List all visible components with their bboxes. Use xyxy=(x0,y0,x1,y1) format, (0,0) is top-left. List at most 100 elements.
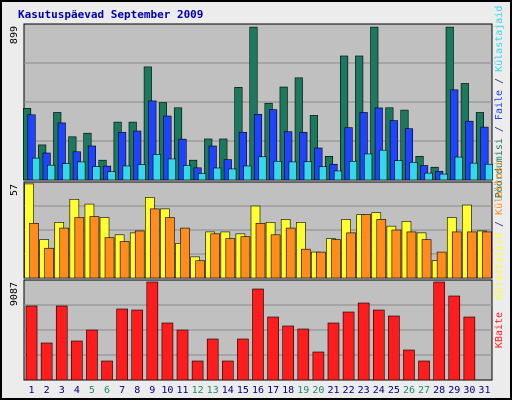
bar-middle-külastusi-day-6 xyxy=(104,237,115,279)
panel-bottom-ytick-label: 9087 xyxy=(9,282,20,306)
bar-middle-külastusi-day-31 xyxy=(482,231,492,279)
bar-middle-külastusi-day-3 xyxy=(59,227,70,279)
bar-top-külastajaid-day-20 xyxy=(318,166,327,181)
x-tick-label-day-3: 3 xyxy=(59,385,65,396)
bar-top-külastajaid-day-30 xyxy=(469,162,478,181)
x-tick-label-day-19: 19 xyxy=(297,385,309,396)
bar-top-külastajaid-day-15 xyxy=(243,165,252,181)
bar-middle-külastusi-day-26 xyxy=(406,231,417,279)
bar-top-faile-day-17 xyxy=(269,109,278,181)
bar-middle-külastusi-day-2 xyxy=(44,247,54,279)
x-tick-label-day-15: 15 xyxy=(237,385,249,396)
legend-item: KBaite xyxy=(494,312,505,348)
bar-top-faile-day-30 xyxy=(465,120,474,181)
x-tick-label-day-20: 20 xyxy=(312,385,324,396)
bar-top-faile-day-22 xyxy=(344,127,353,181)
bar-top-faile-day-18 xyxy=(284,131,293,181)
bar-middle-külastusi-day-10 xyxy=(165,217,175,279)
legend-item: Külastajaid xyxy=(494,233,505,299)
bar-top-külastajaid-day-16 xyxy=(258,156,267,181)
x-tick-label-day-27: 27 xyxy=(418,385,430,396)
bar-middle-külastusi-day-13 xyxy=(210,233,221,279)
bar-bottom-kbaite-day-24 xyxy=(372,309,385,381)
x-tick-label-day-2: 2 xyxy=(44,385,50,396)
bar-bottom-kbaite-day-15 xyxy=(237,338,249,381)
bar-top-külastajaid-day-19 xyxy=(303,161,312,181)
bar-top-külastajaid-day-9 xyxy=(152,154,161,181)
x-tick-label-day-12: 12 xyxy=(192,385,204,396)
panel-top-legend: Pöördumisi / Faile / Külastajaid xyxy=(494,6,505,199)
x-tick-label-day-22: 22 xyxy=(343,385,355,396)
x-tick-label-day-16: 16 xyxy=(252,385,264,396)
x-tick-label-day-24: 24 xyxy=(373,385,385,396)
bar-top-külastajaid-day-24 xyxy=(379,149,388,181)
x-tick-label-day-26: 26 xyxy=(403,385,415,396)
bar-top-faile-day-13 xyxy=(208,145,217,181)
bar-top-faile-day-19 xyxy=(299,131,308,181)
bar-bottom-kbaite-day-16 xyxy=(252,288,264,381)
chart-title: Kasutuspäevad September 2009 xyxy=(18,8,203,21)
bar-middle-külastusi-day-9 xyxy=(150,208,160,279)
bar-bottom-kbaite-day-8 xyxy=(131,309,144,381)
bar-top-faile-day-8 xyxy=(133,130,142,181)
x-tick-label-day-1: 1 xyxy=(29,385,35,396)
bar-bottom-kbaite-day-22 xyxy=(342,311,355,381)
bar-bottom-kbaite-day-10 xyxy=(161,322,174,381)
bar-top-pöördumisi-day-19 xyxy=(294,77,303,181)
bar-top-faile-day-16 xyxy=(253,114,263,181)
legend-item: / xyxy=(494,215,505,233)
bar-bottom-kbaite-day-25 xyxy=(388,315,400,381)
legend-item: Külastusi xyxy=(494,161,505,215)
bar-middle-külastusi-day-16 xyxy=(255,222,266,279)
bar-top-pöördumisi-day-20 xyxy=(309,115,318,181)
bar-top-pöördumisi-day-24 xyxy=(370,26,379,181)
x-tick-label-day-11: 11 xyxy=(176,385,188,396)
bar-bottom-kbaite-day-14 xyxy=(222,360,234,381)
legend-item: / xyxy=(494,72,505,90)
bar-bottom-kbaite-day-9 xyxy=(146,281,159,381)
bar-middle-külastusi-day-28 xyxy=(436,251,447,279)
bar-top-külastajaid-day-5 xyxy=(92,166,101,181)
bar-top-külastajaid-day-8 xyxy=(137,164,146,181)
bar-middle-külastusi-day-20 xyxy=(316,251,326,279)
bar-bottom-kbaite-day-17 xyxy=(267,316,279,381)
bar-top-külastajaid-day-27 xyxy=(424,172,433,181)
x-tick-label-day-29: 29 xyxy=(448,385,460,396)
bar-top-külastajaid-day-26 xyxy=(409,162,418,181)
bar-bottom-kbaite-day-27 xyxy=(418,360,430,381)
bar-top-faile-day-20 xyxy=(314,147,323,181)
bar-bottom-kbaite-day-3 xyxy=(55,305,68,381)
bar-bottom-kbaite-day-4 xyxy=(71,340,83,381)
bar-top-pöördumisi-day-22 xyxy=(340,55,349,181)
bar-top-külastajaid-day-11 xyxy=(182,165,192,181)
bar-bottom-kbaite-day-7 xyxy=(116,308,128,381)
bar-top-faile-day-11 xyxy=(178,138,187,181)
x-tick-label-day-23: 23 xyxy=(358,385,370,396)
bar-top-külastajaid-day-7 xyxy=(122,165,131,181)
bar-bottom-kbaite-day-23 xyxy=(357,302,370,381)
bar-bottom-kbaite-day-1 xyxy=(25,305,38,381)
bar-middle-külastusi-day-8 xyxy=(134,230,145,279)
bar-bottom-kbaite-day-26 xyxy=(403,349,415,381)
bar-bottom-kbaite-day-21 xyxy=(327,322,340,381)
bar-middle-külastusi-day-15 xyxy=(240,236,251,279)
bar-bottom-kbaite-day-30 xyxy=(463,316,476,381)
x-tick-label-day-28: 28 xyxy=(433,385,445,396)
bar-top-faile-day-23 xyxy=(359,112,368,181)
bar-bottom-kbaite-day-29 xyxy=(448,295,461,381)
bar-bottom-kbaite-day-2 xyxy=(40,342,53,381)
bar-middle-külastusi-day-14 xyxy=(225,238,236,279)
bar-top-faile-day-25 xyxy=(389,120,398,181)
bar-top-külastajaid-day-4 xyxy=(77,161,86,181)
bar-middle-külastusi-day-23 xyxy=(361,214,371,279)
bar-top-külastajaid-day-22 xyxy=(349,160,358,181)
bar-middle-külastusi-day-12 xyxy=(195,260,205,279)
x-tick-label-day-30: 30 xyxy=(463,385,475,396)
legend-item: Pöördumisi xyxy=(494,138,505,198)
bar-bottom-kbaite-day-5 xyxy=(86,329,98,381)
bar-middle-külastusi-day-7 xyxy=(119,241,130,279)
panel-middle-legend: Külastajaid / Külastusi xyxy=(494,161,505,299)
bar-middle-külastusi-day-30 xyxy=(467,231,477,279)
bar-top-faile-day-7 xyxy=(118,131,127,181)
